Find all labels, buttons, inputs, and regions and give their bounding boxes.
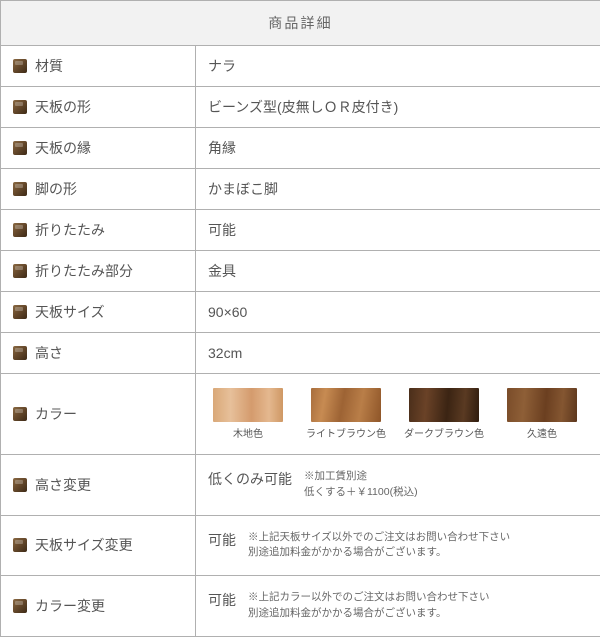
value: 90×60: [196, 292, 600, 333]
row-size: 天板サイズ 90×60: [1, 292, 600, 333]
table-header: 商品詳細: [1, 1, 600, 46]
leaf-icon: [13, 59, 27, 73]
row-fold: 折りたたみ 可能: [1, 210, 600, 251]
label: 折りたたみ: [35, 222, 105, 238]
swatch: 木地色: [208, 388, 288, 440]
label: 天板の縁: [35, 140, 91, 156]
color-swatches: 木地色 ライトブラウン色 ダークブラウン色 久遠色: [208, 388, 588, 440]
swatch: 久遠色: [502, 388, 582, 440]
leaf-icon: [13, 264, 27, 278]
label: 高さ: [35, 345, 63, 361]
swatch-caption: 久遠色: [527, 425, 557, 440]
label: カラー変更: [35, 598, 105, 614]
label: 天板サイズ変更: [35, 537, 133, 553]
label: 天板サイズ: [35, 304, 105, 320]
row-foldpart: 折りたたみ部分 金具: [1, 251, 600, 292]
value: ビーンズ型(皮無しＯＲ皮付き): [196, 87, 600, 128]
value-main: 可能: [208, 530, 236, 550]
row-leg: 脚の形 かまぼこ脚: [1, 169, 600, 210]
swatch-caption: 木地色: [233, 425, 263, 440]
row-material: 材質 ナラ: [1, 46, 600, 87]
label: 材質: [35, 58, 63, 74]
row-sizechg: 天板サイズ変更 可能 ※上記天板サイズ以外でのご注文はお問い合わせ下さい 別途追…: [1, 515, 600, 576]
swatch-chip: [213, 388, 283, 422]
label: 脚の形: [35, 181, 77, 197]
value-main: 低くのみ可能: [208, 469, 292, 489]
leaf-icon: [13, 141, 27, 155]
row-height: 高さ 32cm: [1, 333, 600, 374]
row-shape: 天板の形 ビーンズ型(皮無しＯＲ皮付き): [1, 87, 600, 128]
value: 金具: [196, 251, 600, 292]
value: 可能: [196, 210, 600, 251]
label: 天板の形: [35, 99, 91, 115]
swatch: ライトブラウン色: [306, 388, 386, 440]
leaf-icon: [13, 346, 27, 360]
label: カラー: [35, 406, 77, 422]
value: 角縁: [196, 128, 600, 169]
leaf-icon: [13, 100, 27, 114]
leaf-icon: [13, 478, 27, 492]
label: 折りたたみ部分: [35, 263, 133, 279]
swatch-chip: [507, 388, 577, 422]
leaf-icon: [13, 599, 27, 613]
leaf-icon: [13, 182, 27, 196]
leaf-icon: [13, 305, 27, 319]
swatch-caption: ライトブラウン色: [306, 425, 386, 440]
swatch: ダークブラウン色: [404, 388, 484, 440]
swatch-chip: [409, 388, 479, 422]
row-heightchg: 高さ変更 低くのみ可能 ※加工賃別途 低くする＋￥1100(税込): [1, 455, 600, 516]
value: 32cm: [196, 333, 600, 374]
value-note: ※上記天板サイズ以外でのご注文はお問い合わせ下さい 別途追加料金がかかる場合がご…: [248, 530, 510, 562]
value-main: 可能: [208, 590, 236, 610]
row-color: カラー 木地色 ライトブラウン色 ダークブラウン色 久遠色: [1, 374, 600, 455]
value-note: ※上記カラー以外でのご注文はお問い合わせ下さい 別途追加料金がかかる場合がござい…: [248, 590, 490, 622]
row-edge: 天板の縁 角縁: [1, 128, 600, 169]
value: ナラ: [196, 46, 600, 87]
leaf-icon: [13, 538, 27, 552]
leaf-icon: [13, 223, 27, 237]
row-colorchg: カラー変更 可能 ※上記カラー以外でのご注文はお問い合わせ下さい 別途追加料金が…: [1, 576, 600, 637]
product-detail-table: 商品詳細 材質 ナラ 天板の形 ビーンズ型(皮無しＯＲ皮付き) 天板の縁 角縁 …: [0, 0, 600, 637]
leaf-icon: [13, 407, 27, 421]
swatch-caption: ダークブラウン色: [404, 425, 484, 440]
value: かまぼこ脚: [196, 169, 600, 210]
swatch-chip: [311, 388, 381, 422]
label: 高さ変更: [35, 477, 91, 493]
value-note: ※加工賃別途 低くする＋￥1100(税込): [304, 469, 418, 501]
